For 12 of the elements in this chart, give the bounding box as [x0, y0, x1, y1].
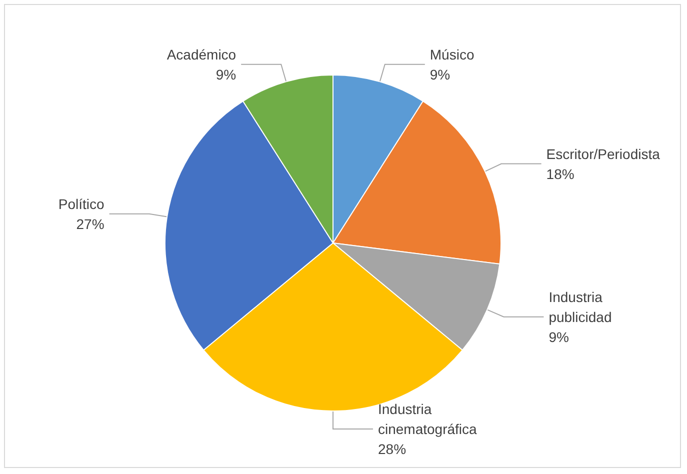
slice-label: Académico [166, 46, 236, 62]
data-label: 28% [378, 441, 406, 457]
data-label: 9% [430, 66, 450, 82]
slice-label: Industria publicidad [548, 288, 612, 325]
slice-label: Escritor/Periodista [546, 146, 660, 162]
data-label: 27% [76, 216, 104, 232]
data-label: 9% [548, 328, 569, 345]
data-label: 18% [546, 166, 574, 182]
slice-label: Músico [430, 46, 474, 62]
slice-label: Industria cinematográfica [378, 401, 478, 437]
slice-label: Político [58, 196, 104, 212]
data-label: 9% [216, 66, 236, 82]
